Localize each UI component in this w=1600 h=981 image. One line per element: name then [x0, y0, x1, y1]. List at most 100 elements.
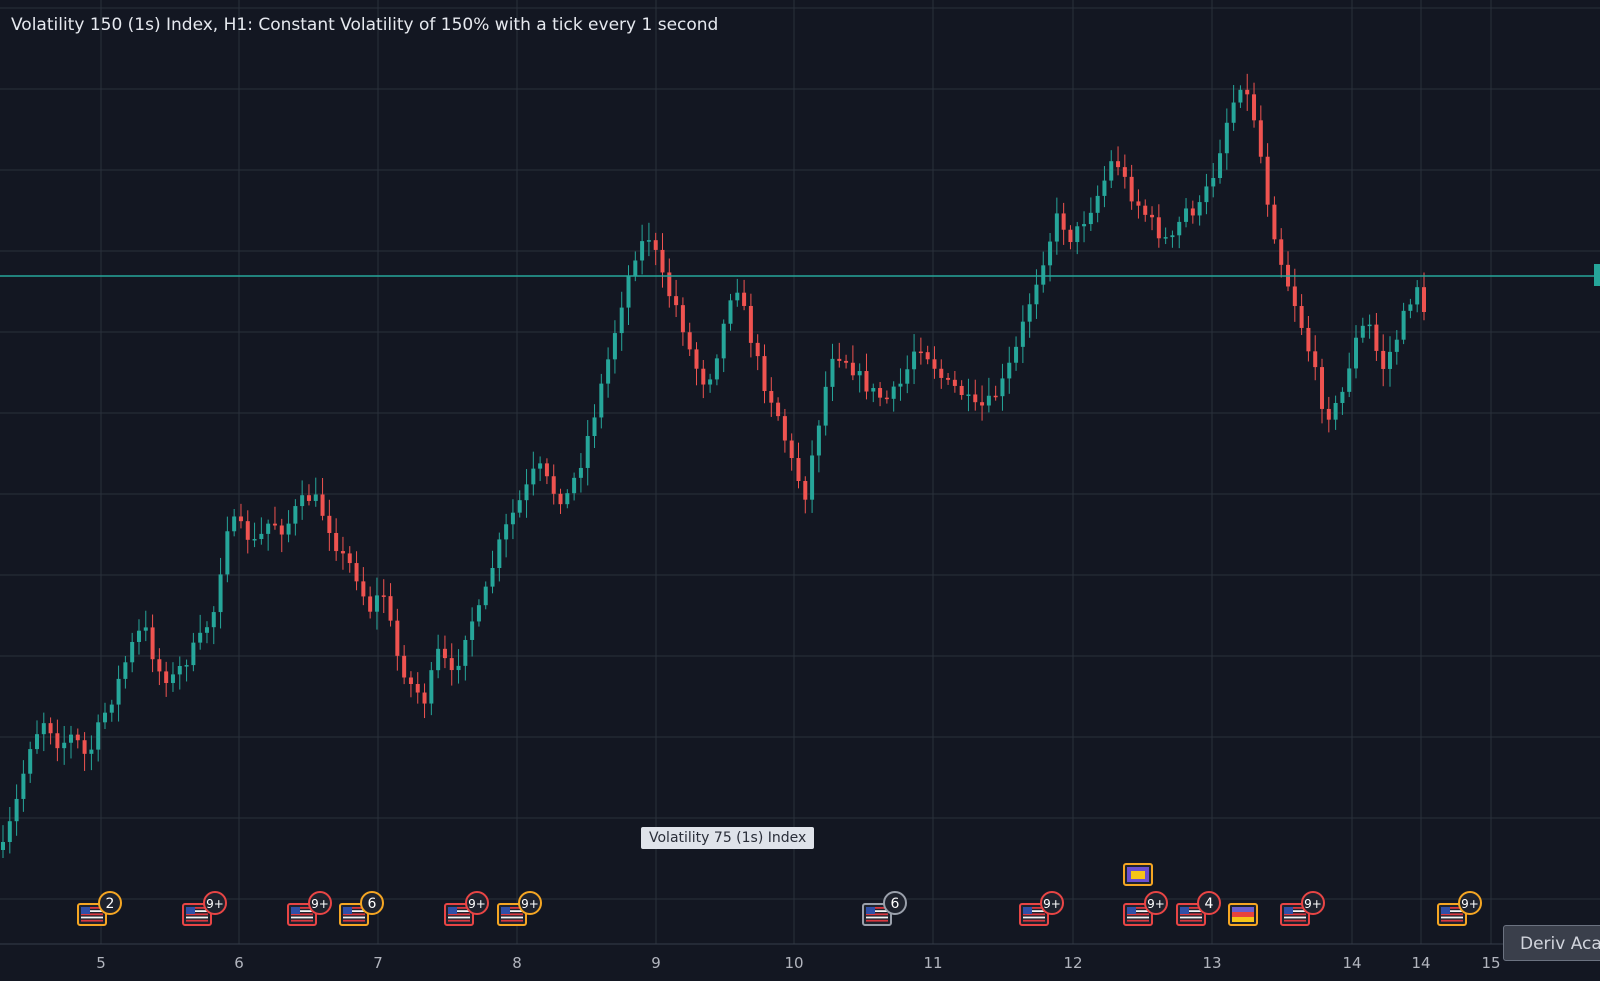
candle-body	[109, 704, 114, 713]
candle-body	[21, 773, 26, 799]
candle-body	[1020, 321, 1025, 347]
event-marker[interactable]	[1123, 863, 1153, 886]
candle	[361, 567, 366, 606]
candle-body	[1299, 306, 1304, 328]
event-marker[interactable]: 4	[1176, 891, 1221, 926]
candle-body	[238, 516, 243, 522]
candle	[816, 420, 821, 473]
candle	[306, 484, 311, 506]
candle	[660, 233, 665, 288]
candle	[898, 368, 903, 401]
candle-body	[62, 742, 67, 749]
candle	[640, 224, 645, 275]
candle-body	[422, 692, 427, 704]
event-count-badge	[1197, 891, 1221, 915]
candle-body	[633, 260, 638, 277]
flag-stripe	[448, 919, 470, 922]
candle-body	[1122, 167, 1127, 177]
candle	[1306, 316, 1311, 362]
candle	[1156, 204, 1161, 248]
candle	[340, 536, 345, 570]
candle	[422, 683, 427, 719]
candle	[123, 655, 128, 689]
candle-body	[504, 524, 509, 540]
candle	[572, 472, 577, 501]
candle-body	[442, 648, 447, 659]
event-marker[interactable]: 9+	[287, 891, 332, 926]
candle-body	[993, 395, 998, 398]
candle	[1292, 268, 1297, 322]
candle-body	[1211, 178, 1216, 187]
candle-body	[14, 798, 19, 822]
candle	[34, 720, 39, 754]
flag-stripe	[1284, 907, 1306, 909]
candle-body	[1224, 122, 1229, 154]
candle	[1231, 84, 1236, 131]
event-marker[interactable]: 6	[339, 891, 384, 926]
flag-stripe	[186, 919, 208, 922]
candle-body	[1360, 325, 1365, 338]
candle-body	[803, 480, 808, 500]
flag-stripe	[1180, 919, 1202, 922]
candle-body	[1272, 204, 1277, 240]
flag-stripe	[1023, 919, 1045, 922]
flag-canton	[1441, 907, 1450, 914]
candle	[980, 385, 985, 421]
event-marker[interactable]: 6	[862, 891, 907, 926]
candle	[837, 342, 842, 368]
candle-body	[687, 332, 692, 350]
event-marker[interactable]: 9+	[444, 891, 489, 926]
candle	[279, 518, 284, 553]
flag-stripe	[1023, 907, 1045, 909]
candle	[436, 634, 441, 679]
candle-body	[402, 655, 407, 678]
candle-body	[755, 342, 760, 357]
deriv-academy-button[interactable]: Deriv Aca	[1503, 925, 1600, 961]
candle-body	[1197, 202, 1202, 216]
candle-body	[558, 493, 563, 505]
candle	[653, 232, 658, 266]
candle-body	[891, 386, 896, 399]
event-marker[interactable]: 9+	[1019, 891, 1064, 926]
candle	[116, 665, 121, 722]
candle-body	[986, 395, 991, 406]
candle	[565, 489, 570, 509]
candle-body	[728, 300, 733, 324]
candle	[415, 672, 420, 704]
candle	[1068, 225, 1073, 250]
economic-event-markers[interactable]: 2 9+ 9+ 6 9+ 9+ 6 9+ 9+ 4 9+ 9+	[77, 863, 1482, 926]
candle	[1408, 298, 1413, 319]
flag-stripe	[291, 916, 313, 919]
candle	[1394, 330, 1399, 365]
candle-body	[1177, 221, 1182, 236]
candle	[776, 397, 781, 421]
candle	[463, 635, 468, 681]
event-marker[interactable]: 9+	[1437, 891, 1482, 926]
flag-canton	[186, 907, 195, 914]
flag-stripe	[1441, 907, 1463, 909]
candle	[456, 649, 461, 684]
event-marker[interactable]: 9+	[1280, 891, 1325, 926]
event-marker[interactable]	[1228, 903, 1258, 926]
candle	[844, 354, 849, 369]
candle	[374, 577, 379, 630]
flag-stripe	[1441, 913, 1463, 916]
event-count-label: 9+	[521, 897, 539, 911]
candle-body	[674, 296, 679, 306]
x-tick-label: 13	[1202, 954, 1221, 972]
flag-stripe	[291, 913, 313, 916]
event-marker[interactable]: 2	[77, 891, 122, 926]
event-marker[interactable]: 9+	[497, 891, 542, 926]
event-marker[interactable]: 9+	[1123, 891, 1168, 926]
candle-body	[123, 662, 128, 679]
candle	[198, 614, 203, 650]
candle	[558, 488, 563, 514]
candle-body	[218, 574, 223, 613]
candle-body	[1218, 153, 1223, 179]
candle-body	[599, 383, 604, 418]
candle	[1272, 196, 1277, 244]
candle	[1102, 166, 1107, 208]
event-marker[interactable]: 9+	[182, 891, 227, 926]
candle-body	[1075, 226, 1080, 243]
